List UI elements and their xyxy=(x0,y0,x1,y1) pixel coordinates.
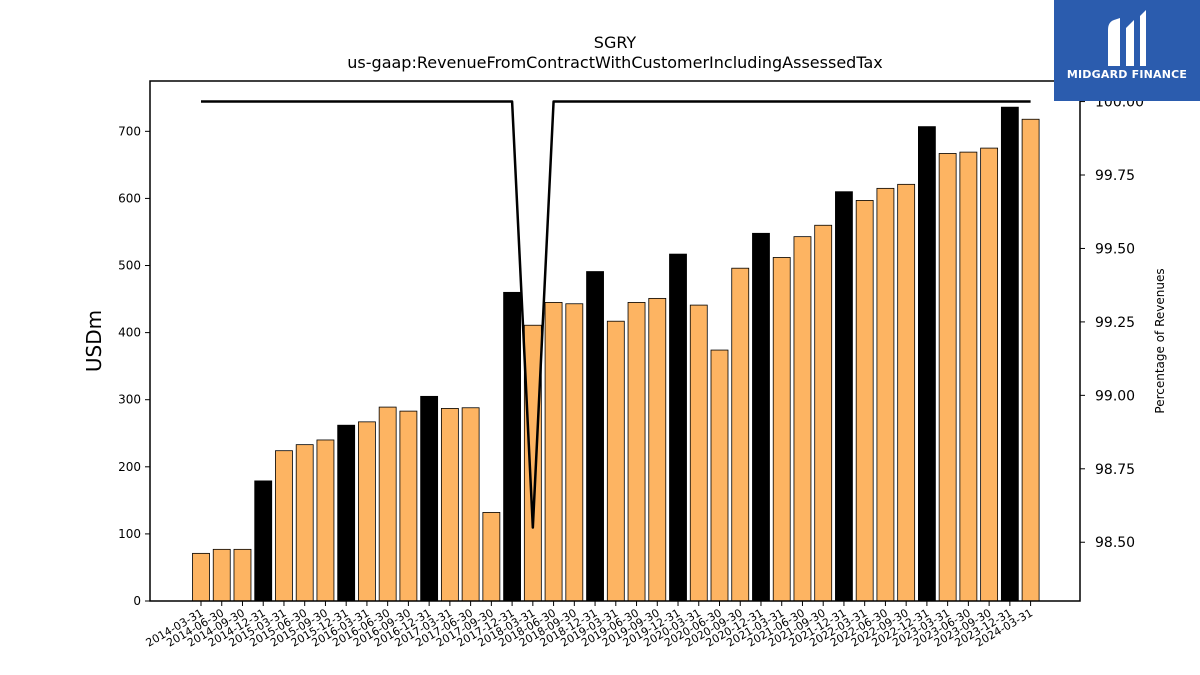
bar-2016-03-31 xyxy=(358,421,376,602)
bar-2016-06-30 xyxy=(378,406,397,602)
y-tick-label-200: 200 xyxy=(118,460,141,474)
y-tick-label-700: 700 xyxy=(118,124,141,138)
y-tick-label-300: 300 xyxy=(118,393,141,407)
bar-2017-06-30 xyxy=(461,407,480,602)
bar-2019-09-30 xyxy=(648,297,667,602)
y-tick-label-600: 600 xyxy=(118,191,141,205)
brand-logo: MIDGARD FINANCE xyxy=(1054,0,1200,101)
bar-2024-03-31 xyxy=(1021,118,1040,602)
bar-2018-03-31 xyxy=(523,324,542,602)
bars-group xyxy=(192,106,1040,602)
bar-2023-03-31 xyxy=(938,153,957,602)
axes-group: 0 100 200 300 400 500 600 700 98.50 98.75 99.00 99.… xyxy=(118,80,1144,650)
logo-mark-icon xyxy=(1108,10,1146,66)
y-tick-label-100: 100 xyxy=(118,527,141,541)
bar-2019-06-30 xyxy=(627,302,646,602)
y-tick-label-500: 500 xyxy=(118,259,141,273)
chart-subtitle: us-gaap:RevenueFromContractWithCustomerI… xyxy=(347,53,882,72)
bar-2015-06-30 xyxy=(295,444,314,602)
plot-frame xyxy=(149,80,1081,602)
line-group xyxy=(201,100,1031,529)
bar-2018-12-31 xyxy=(586,271,604,602)
bar-2020-09-30 xyxy=(731,267,750,602)
bar-2020-06-30 xyxy=(710,349,729,602)
bar-2022-12-31 xyxy=(918,126,936,602)
bar-2022-06-30 xyxy=(876,187,895,602)
bar-2020-03-31 xyxy=(689,304,708,602)
chart-title: SGRY xyxy=(594,33,637,52)
y-tick-label-400: 400 xyxy=(118,326,141,340)
bar-2021-09-30 xyxy=(814,224,833,602)
percentage-line xyxy=(201,100,1031,529)
bar-2017-09-30 xyxy=(482,512,501,602)
bar-2018-09-30 xyxy=(565,303,584,602)
y-tick-label-0: 0 xyxy=(133,594,141,608)
bar-2023-09-30 xyxy=(980,147,999,602)
bar-2017-03-31 xyxy=(440,408,459,602)
y-right-tick-label-99.50: 99.50 xyxy=(1095,241,1135,257)
bar-2014-06-30 xyxy=(212,548,231,602)
bar-2022-09-30 xyxy=(897,183,916,602)
bar-2015-03-31 xyxy=(275,450,293,602)
y-right-tick-label-99.00: 99.00 xyxy=(1095,388,1135,404)
bar-2015-12-31 xyxy=(337,424,356,602)
bar-2023-06-30 xyxy=(959,151,978,602)
bar-2022-03-31 xyxy=(855,200,874,602)
bar-2023-12-31 xyxy=(1000,106,1019,602)
bar-2021-12-31 xyxy=(835,191,853,602)
bar-2018-06-30 xyxy=(544,302,563,602)
bar-2014-09-30 xyxy=(233,548,252,602)
y-axis-right-label: Percentage of Revenues xyxy=(1153,268,1167,413)
y-right-tick-label-99.75: 99.75 xyxy=(1095,168,1135,184)
bar-2020-12-31 xyxy=(752,232,770,602)
bar-2021-03-31 xyxy=(772,257,791,602)
bar-2021-06-30 xyxy=(793,236,812,602)
y-right-tick-label-99.25: 99.25 xyxy=(1095,315,1135,331)
bar-2016-09-30 xyxy=(399,410,418,602)
y-right-tick-label-98.50: 98.50 xyxy=(1095,535,1135,551)
y-axis-label: USDm xyxy=(82,310,106,372)
bar-2019-03-31 xyxy=(606,320,625,602)
bar-2014-12-31 xyxy=(254,480,273,602)
bar-2015-09-30 xyxy=(316,439,335,602)
y-right-tick-label-98.75: 98.75 xyxy=(1095,462,1135,478)
bar-2017-12-31 xyxy=(503,291,522,602)
bar-2014-03-31 xyxy=(192,552,210,602)
bar-2016-12-31 xyxy=(420,395,439,602)
bar-2019-12-31 xyxy=(669,253,687,602)
logo-text: MIDGARD FINANCE xyxy=(1066,68,1188,81)
